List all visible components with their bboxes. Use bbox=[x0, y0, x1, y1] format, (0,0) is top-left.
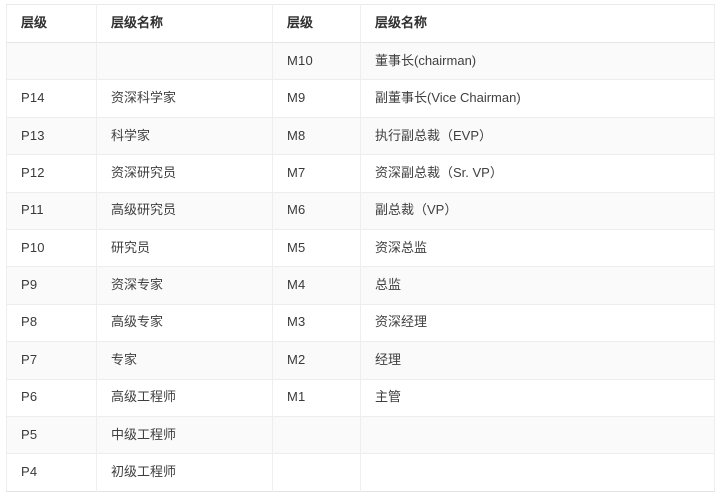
cell-p-level-name: 初级工程师 bbox=[96, 453, 273, 492]
cell-m-level: M5 bbox=[272, 229, 361, 268]
cell-m-level: M6 bbox=[272, 192, 361, 230]
cell-m-level bbox=[272, 416, 361, 455]
table-row: P9 资深专家 M4 总监 bbox=[6, 266, 715, 305]
column-header-p-level-name: 层级名称 bbox=[96, 4, 273, 43]
cell-p-level-name: 资深专家 bbox=[96, 266, 273, 305]
cell-m-level-name bbox=[360, 453, 715, 492]
cell-p-level-name: 资深研究员 bbox=[96, 154, 273, 193]
table-row: P10 研究员 M5 资深总监 bbox=[6, 229, 715, 268]
cell-p-level: P14 bbox=[6, 79, 97, 118]
table-row: P5 中级工程师 bbox=[6, 416, 715, 455]
cell-m-level bbox=[272, 453, 361, 492]
table-row: P4 初级工程师 bbox=[6, 453, 715, 492]
column-header-m-level: 层级 bbox=[272, 4, 361, 43]
cell-m-level: M7 bbox=[272, 154, 361, 193]
cell-p-level-name: 科学家 bbox=[96, 117, 273, 156]
cell-p-level: P9 bbox=[6, 266, 97, 305]
table-header: 层级 层级名称 层级 层级名称 bbox=[6, 4, 715, 43]
cell-m-level-name bbox=[360, 416, 715, 455]
cell-m-level-name: 资深副总裁（Sr. VP） bbox=[360, 154, 715, 193]
cell-m-level: M8 bbox=[272, 117, 361, 156]
cell-p-level: P10 bbox=[6, 229, 97, 268]
cell-p-level: P8 bbox=[6, 304, 97, 343]
cell-p-level: P12 bbox=[6, 154, 97, 193]
cell-m-level-name: 副董事长(Vice Chairman) bbox=[360, 79, 715, 118]
cell-p-level: P4 bbox=[6, 453, 97, 492]
cell-p-level-name: 资深科学家 bbox=[96, 79, 273, 118]
cell-p-level-name bbox=[96, 42, 273, 81]
career-level-table: 层级 层级名称 层级 层级名称 M10 董事长(chairman) P14 资深… bbox=[6, 4, 715, 492]
cell-m-level-name: 主管 bbox=[360, 379, 715, 417]
table-row: M10 董事长(chairman) bbox=[6, 42, 715, 81]
cell-m-level: M4 bbox=[272, 266, 361, 305]
table-header-row: 层级 层级名称 层级 层级名称 bbox=[6, 4, 715, 43]
column-header-m-level-name: 层级名称 bbox=[360, 4, 715, 43]
cell-m-level-name: 执行副总裁（EVP） bbox=[360, 117, 715, 156]
cell-m-level: M2 bbox=[272, 341, 361, 380]
table-row: P6 高级工程师 M1 主管 bbox=[6, 379, 715, 417]
cell-m-level-name: 资深总监 bbox=[360, 229, 715, 268]
table-row: P8 高级专家 M3 资深经理 bbox=[6, 304, 715, 343]
cell-p-level-name: 高级工程师 bbox=[96, 379, 273, 417]
column-header-p-level: 层级 bbox=[6, 4, 97, 43]
cell-p-level-name: 高级专家 bbox=[96, 304, 273, 343]
cell-p-level: P13 bbox=[6, 117, 97, 156]
cell-p-level: P6 bbox=[6, 379, 97, 417]
cell-p-level: P11 bbox=[6, 192, 97, 230]
cell-p-level-name: 专家 bbox=[96, 341, 273, 380]
cell-m-level: M9 bbox=[272, 79, 361, 118]
cell-m-level: M3 bbox=[272, 304, 361, 343]
cell-m-level-name: 董事长(chairman) bbox=[360, 42, 715, 81]
cell-p-level: P5 bbox=[6, 416, 97, 455]
cell-p-level-name: 高级研究员 bbox=[96, 192, 273, 230]
cell-m-level-name: 副总裁（VP） bbox=[360, 192, 715, 230]
cell-m-level-name: 总监 bbox=[360, 266, 715, 305]
cell-p-level: P7 bbox=[6, 341, 97, 380]
cell-p-level bbox=[6, 42, 97, 81]
table-row: P14 资深科学家 M9 副董事长(Vice Chairman) bbox=[6, 79, 715, 118]
table-row: P13 科学家 M8 执行副总裁（EVP） bbox=[6, 117, 715, 156]
cell-p-level-name: 中级工程师 bbox=[96, 416, 273, 455]
table-row: P12 资深研究员 M7 资深副总裁（Sr. VP） bbox=[6, 154, 715, 193]
cell-m-level-name: 资深经理 bbox=[360, 304, 715, 343]
cell-m-level: M10 bbox=[272, 42, 361, 81]
cell-p-level-name: 研究员 bbox=[96, 229, 273, 268]
table-row: P11 高级研究员 M6 副总裁（VP） bbox=[6, 192, 715, 230]
cell-m-level: M1 bbox=[272, 379, 361, 417]
table-body: M10 董事长(chairman) P14 资深科学家 M9 副董事长(Vice… bbox=[6, 42, 715, 492]
cell-m-level-name: 经理 bbox=[360, 341, 715, 380]
table-row: P7 专家 M2 经理 bbox=[6, 341, 715, 380]
